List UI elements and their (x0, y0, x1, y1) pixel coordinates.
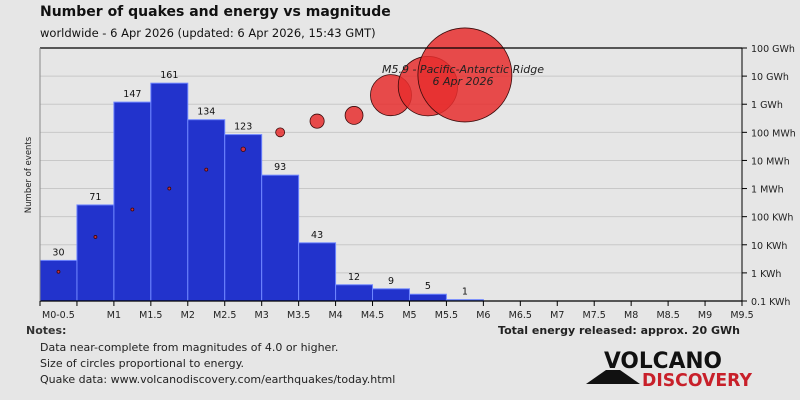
histogram-bar (150, 82, 189, 302)
energy-circle (167, 186, 172, 191)
histogram-bar (408, 293, 447, 302)
chart-plot: 30 71 147 161 134 123 93 43 12 9 5 1 0.1 KWh 1 KWh 10… (24, 27, 796, 321)
y-right-tick-label: 10 MWh (751, 156, 790, 167)
energy-circle (130, 207, 135, 212)
x-tick-label: M4.5 (361, 310, 384, 321)
annotation-line2: 6 Apr 2026 (432, 75, 493, 88)
energy-circle (93, 235, 98, 239)
y-right-tick-label: 0.1 KWh (751, 297, 790, 308)
x-tick-label: M1.5 (139, 310, 162, 321)
histogram-bar (224, 134, 263, 302)
chart-title: Number of quakes and energy vs magnitude (40, 4, 391, 20)
logo-line1: VOLCANO (604, 349, 722, 374)
x-tick-label: M4 (328, 310, 342, 321)
x-tick-label: M9 (698, 310, 712, 321)
total-energy: Total energy released: approx. 20 GWh (498, 324, 740, 337)
histogram-bar (76, 204, 115, 302)
energy-circle (275, 127, 286, 138)
note-line: Size of circles proportional to energy. (40, 357, 245, 370)
energy-circle (417, 27, 513, 123)
bar-count-label: 5 (425, 281, 431, 292)
x-tick-label: M1 (107, 310, 121, 321)
bar-count-label: 30 (52, 247, 64, 258)
energy-circle (204, 167, 209, 172)
bar-count-label: 161 (160, 70, 178, 81)
x-tick-label: M8.5 (656, 310, 679, 321)
y-right-tick-label: 10 GWh (751, 72, 789, 83)
energy-circle (309, 113, 325, 129)
histogram-bar (261, 174, 300, 302)
x-tick-label: M5.5 (435, 310, 458, 321)
x-tick-label: M3.5 (287, 310, 310, 321)
y-right-tick-label: 100 GWh (751, 44, 795, 55)
logo-line2: DISCOVERY (642, 370, 753, 390)
energy-circle (240, 146, 246, 152)
bar-count-label: 9 (388, 276, 394, 287)
x-tick-label: M0-0.5 (42, 310, 75, 321)
bar-count-label: 93 (274, 162, 286, 173)
histogram-bar (372, 288, 410, 302)
x-tick-label: M3 (255, 310, 269, 321)
y-axis-label: Number of events (24, 136, 34, 213)
energy-circle (56, 269, 61, 274)
y-right-tick-label: 100 KWh (751, 213, 793, 224)
x-tick-label: M5 (402, 310, 416, 321)
bar-count-label: 147 (123, 89, 141, 100)
x-tick-label: M2 (181, 310, 195, 321)
x-tick-label: M2.5 (213, 310, 236, 321)
volcanodiscovery-logo: VOLCANO DISCOVERY (586, 349, 753, 390)
histogram-bar (335, 284, 374, 302)
x-tick-label: M9.5 (730, 310, 753, 321)
y-right-tick-label: 100 MWh (751, 128, 796, 139)
y-right-tick-label: 10 KWh (751, 241, 787, 252)
volcano-icon (586, 370, 640, 384)
histogram-bar (187, 119, 226, 302)
bar-count-label: 71 (89, 192, 101, 203)
x-tick-label: M8 (624, 310, 638, 321)
chart-subtitle: worldwide - 6 Apr 2026 (updated: 6 Apr 2… (40, 26, 376, 40)
note-line: Quake data: www.volcanodiscovery.com/ear… (40, 373, 396, 386)
x-tick-label: M7 (550, 310, 564, 321)
y-right-tick-label: 1 GWh (751, 100, 783, 111)
y-right-tick-label: 1 MWh (751, 185, 784, 196)
histogram-bar (113, 101, 152, 302)
histogram-bar (39, 259, 78, 302)
x-tick-label: M6.5 (509, 310, 532, 321)
y-right-tick-label: 1 KWh (751, 269, 781, 280)
annotation-line1: M5.9 - Pacific-Antarctic Ridge (382, 63, 544, 76)
bar-count-label: 43 (311, 230, 323, 241)
bar-count-label: 1 (462, 287, 468, 298)
bar-count-label: 134 (197, 107, 215, 118)
energy-circle (344, 106, 364, 125)
bar-count-label: 12 (348, 272, 360, 283)
histogram-bar (298, 242, 337, 302)
note-line: Data near-complete from magnitudes of 4.… (40, 341, 339, 354)
x-tick-label: M7.5 (583, 310, 606, 321)
notes-heading: Notes: (26, 324, 67, 337)
bar-count-label: 123 (234, 122, 252, 133)
x-tick-label: M6 (476, 310, 490, 321)
